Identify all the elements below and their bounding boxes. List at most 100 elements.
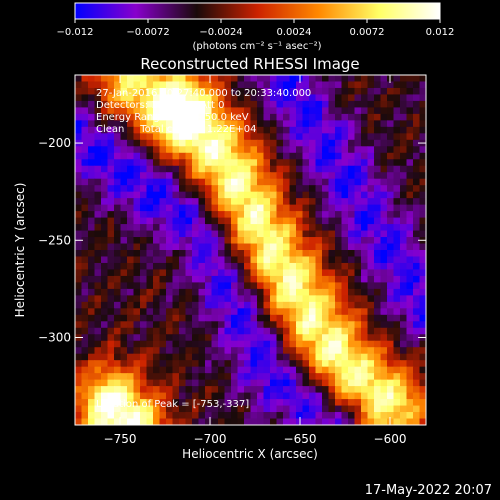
heatmap-cell xyxy=(257,250,265,258)
heatmap-cell xyxy=(400,178,408,186)
heatmap-cell xyxy=(419,269,426,277)
heatmap-cell xyxy=(393,379,401,387)
heatmap-cell xyxy=(250,379,258,387)
heatmap-cell xyxy=(257,198,265,206)
heatmap-cell xyxy=(296,295,304,303)
heatmap-cell xyxy=(237,321,245,329)
heatmap-cell xyxy=(400,87,408,96)
heatmap-cell xyxy=(361,250,369,258)
heatmap-cell xyxy=(140,405,148,413)
heatmap-cell xyxy=(328,113,336,121)
heatmap-cell xyxy=(263,204,271,212)
heatmap-cell xyxy=(101,386,109,394)
heatmap-cell xyxy=(335,133,343,141)
heatmap-cell xyxy=(393,224,401,232)
heatmap-cell xyxy=(133,269,141,277)
heatmap-cell xyxy=(81,243,89,251)
heatmap-cell xyxy=(81,308,89,316)
heatmap-cell xyxy=(88,100,96,109)
heatmap-cell xyxy=(400,366,408,374)
heatmap-cell xyxy=(270,159,278,167)
heatmap-cell xyxy=(419,126,426,134)
heatmap-cell xyxy=(276,198,284,206)
heatmap-cell xyxy=(328,94,336,102)
heatmap-cell xyxy=(146,159,154,167)
heatmap-cell xyxy=(166,366,174,374)
heatmap-cell xyxy=(224,373,232,381)
heatmap-cell xyxy=(166,308,174,316)
heatmap-cell xyxy=(172,386,180,394)
heatmap-cell xyxy=(198,250,206,258)
heatmap-cell xyxy=(419,198,426,206)
heatmap-cell xyxy=(374,185,382,193)
heatmap-cell xyxy=(101,191,109,199)
heatmap-cell xyxy=(166,243,174,251)
heatmap-cell xyxy=(302,366,310,374)
heatmap-cell xyxy=(361,139,369,147)
heatmap-cell xyxy=(348,211,356,219)
heatmap-cell xyxy=(348,139,356,147)
heatmap-cell xyxy=(341,185,349,193)
heatmap-cell xyxy=(419,146,426,154)
heatmap-cell xyxy=(289,379,297,387)
heatmap-cell xyxy=(94,185,102,193)
heatmap-cell xyxy=(250,178,258,186)
heatmap-cell xyxy=(166,211,174,219)
heatmap-cell xyxy=(159,321,167,329)
heatmap-cell xyxy=(322,120,330,128)
heatmap-cell xyxy=(263,412,271,420)
heatmap-cell xyxy=(348,360,356,368)
heatmap-cell xyxy=(205,165,213,173)
heatmap-cell xyxy=(406,198,414,206)
heatmap-cell xyxy=(114,392,122,400)
heatmap-cell xyxy=(231,347,239,355)
heatmap-cell xyxy=(94,243,102,251)
heatmap-cell xyxy=(133,185,141,193)
heatmap-cell xyxy=(114,165,122,173)
heatmap-cell xyxy=(153,113,161,121)
heatmap-cell xyxy=(75,392,83,400)
heatmap-cell xyxy=(192,399,200,407)
heatmap-cell xyxy=(127,366,135,374)
heatmap-cell xyxy=(289,295,297,303)
heatmap-cell xyxy=(198,399,206,407)
heatmap-cell xyxy=(88,165,96,173)
heatmap-cell xyxy=(361,353,369,361)
heatmap-cell xyxy=(406,288,414,296)
heatmap-cell xyxy=(302,191,310,199)
heatmap-cell xyxy=(166,288,174,296)
heatmap-cell xyxy=(237,373,245,381)
heatmap-cell xyxy=(302,172,310,180)
heatmap-cell xyxy=(179,243,187,251)
heatmap-cell xyxy=(380,399,388,407)
heatmap-cell xyxy=(75,412,83,420)
heatmap-cell xyxy=(146,113,154,121)
heatmap-cell xyxy=(283,418,291,425)
heatmap-cell xyxy=(120,288,128,296)
heatmap-cell xyxy=(107,100,115,109)
heatmap-cell xyxy=(289,100,297,109)
heatmap-cell xyxy=(179,126,187,134)
heatmap-cell xyxy=(302,379,310,387)
annotations: 27-Jan-2016 20:27:40.000 to 20:33:40.000… xyxy=(96,88,311,410)
heatmap-cell xyxy=(88,288,96,296)
heatmap-cell xyxy=(283,107,291,115)
heatmap-cell xyxy=(185,360,193,368)
heatmap-cell xyxy=(296,353,304,361)
heatmap-cell xyxy=(81,340,89,348)
heatmap-cell xyxy=(276,275,284,284)
heatmap-cell xyxy=(172,250,180,258)
heatmap-cell xyxy=(367,165,375,173)
heatmap-cell xyxy=(387,198,395,206)
heatmap-cell xyxy=(289,412,297,420)
heatmap-cell xyxy=(205,256,213,264)
heatmap-cell xyxy=(179,405,187,413)
heatmap-cell xyxy=(75,172,83,180)
heatmap-cell xyxy=(322,379,330,387)
heatmap-cell xyxy=(218,295,226,303)
heatmap-cell xyxy=(107,204,115,212)
heatmap-cell xyxy=(107,126,115,134)
heatmap-cell xyxy=(192,301,200,309)
heatmap-cell xyxy=(387,353,395,361)
heatmap-cell xyxy=(114,399,122,407)
